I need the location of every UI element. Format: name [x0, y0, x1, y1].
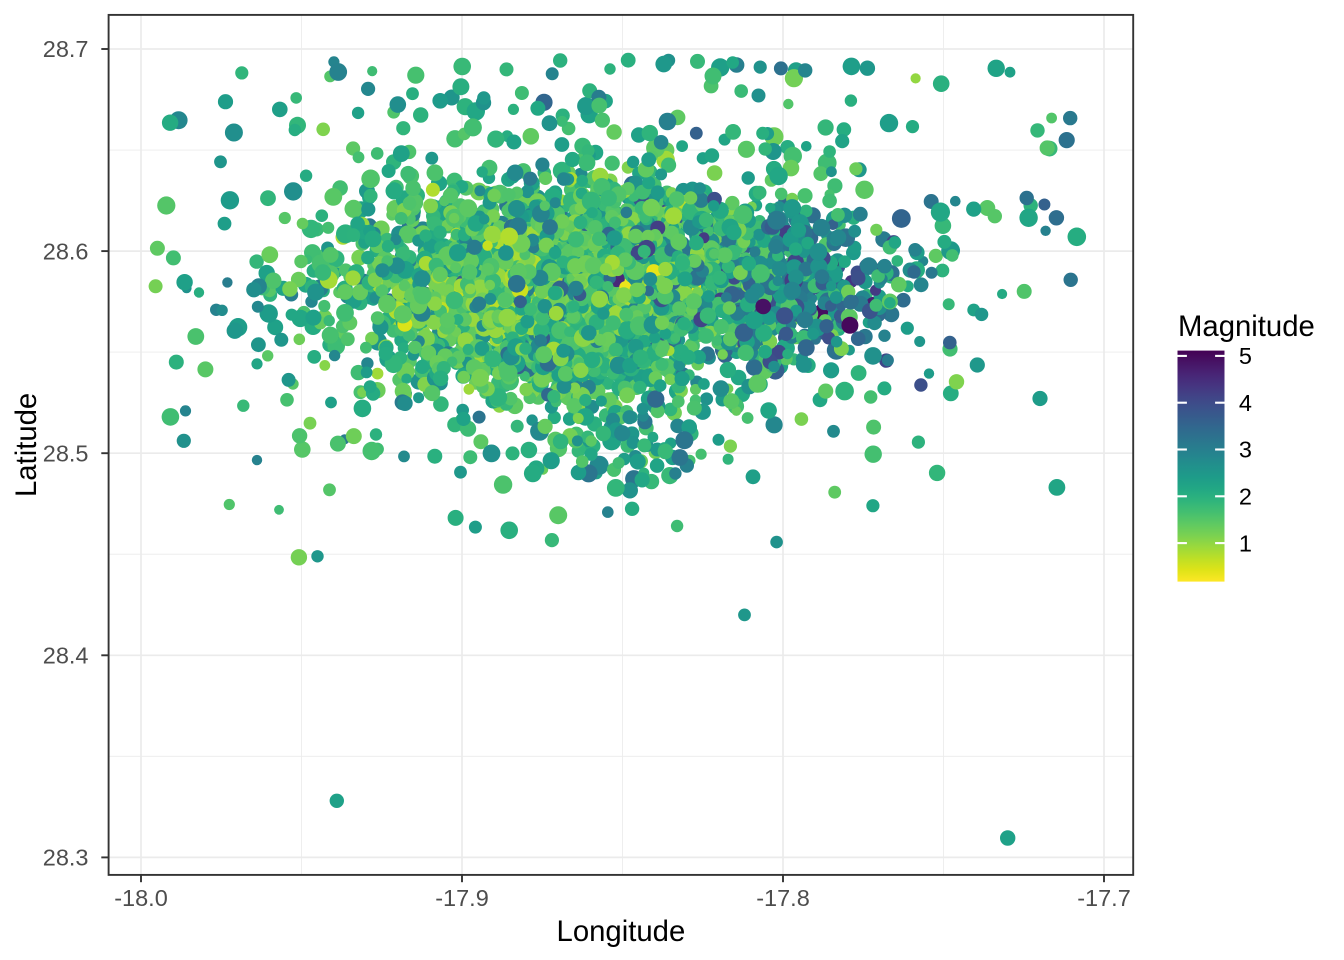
svg-text:-18.0: -18.0: [114, 885, 168, 911]
svg-text:5: 5: [1239, 343, 1252, 369]
svg-text:1: 1: [1239, 530, 1252, 556]
svg-text:28.5: 28.5: [43, 440, 89, 466]
svg-text:28.7: 28.7: [43, 36, 89, 62]
svg-text:-17.7: -17.7: [1077, 885, 1131, 911]
svg-text:4: 4: [1239, 390, 1252, 416]
svg-text:Longitude: Longitude: [557, 915, 686, 948]
svg-text:2: 2: [1239, 484, 1252, 510]
svg-text:Latitude: Latitude: [10, 393, 43, 497]
svg-text:-17.9: -17.9: [435, 885, 489, 911]
svg-text:3: 3: [1239, 437, 1252, 463]
svg-text:28.3: 28.3: [43, 845, 89, 871]
svg-text:28.4: 28.4: [43, 643, 89, 669]
svg-text:28.6: 28.6: [43, 238, 89, 264]
svg-text:Magnitude: Magnitude: [1178, 310, 1315, 343]
svg-text:-17.8: -17.8: [756, 885, 810, 911]
